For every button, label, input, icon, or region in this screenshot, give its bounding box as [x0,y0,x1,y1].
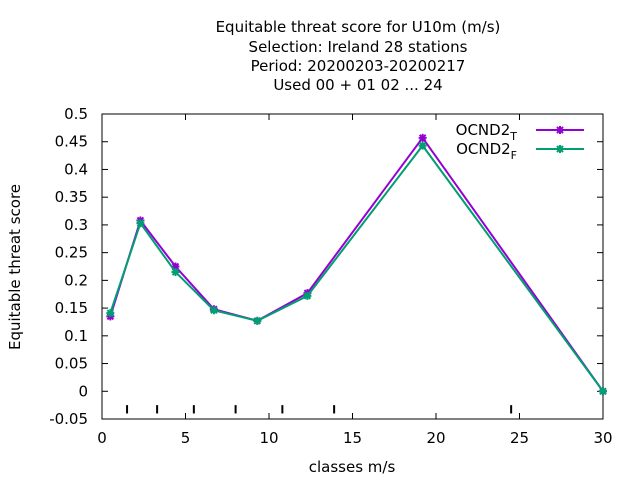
y-tick-label: 0.05 [55,355,88,373]
series-2-point [209,306,218,315]
y-tick-label: 0.5 [64,105,88,123]
y-tick-label: 0.25 [55,244,88,262]
y-tick-label: 0.3 [64,216,88,234]
legend-entry-2-label: OCND2F [456,140,517,162]
y-axis: -0.05 0 0.05 0.1 0.15 0.2 0.25 0.3 0.35 0.4 0.45 0.… [49,105,603,428]
y-tick-label: 0.15 [55,299,88,317]
class-boundary-marks [126,405,513,414]
y-tick-label: 0.1 [64,327,88,345]
x-tick-label: 5 [181,429,191,447]
legend-entry-1-marker [556,126,564,134]
y-tick-label: 0.4 [64,160,88,178]
x-axis: 0 5 10 15 20 25 30 [97,114,613,447]
series-2-point [303,291,312,300]
series-line-1 [109,136,604,392]
x-axis-label: classes m/s [309,458,396,476]
x-tick-label: 15 [343,429,362,447]
series-2-point [599,387,607,396]
x-tick-label: 0 [97,429,107,447]
title-line-2: Selection: Ireland 28 stations [249,38,468,56]
series-1-point [418,133,427,142]
series-2-point [171,268,180,277]
y-tick-label: 0 [78,382,88,400]
series-2-point [136,219,145,228]
x-tick-label: 20 [426,429,445,447]
series-layer [106,133,607,396]
series-2-point [106,309,115,318]
legend-entry-1-label: OCND2T [456,121,518,143]
legend-entry-2-marker [556,145,564,153]
title-line-1: Equitable threat score for U10m (m/s) [216,18,501,36]
title-line-4: Used 00 + 01 02 ... 24 [273,76,442,94]
y-axis-label: Equitable threat score [6,184,24,350]
title-line-3: Period: 20200203-20200217 [251,57,466,75]
y-tick-label: -0.05 [49,410,88,428]
series-2-point [418,141,427,150]
y-tick-label: 0.45 [55,133,88,151]
y-tick-label: 0.35 [55,188,88,206]
chart-title: Equitable threat score for U10m (m/s) Se… [216,18,501,94]
x-tick-label: 30 [593,429,612,447]
y-tick-label: 0.2 [64,271,88,289]
x-tick-label: 10 [259,429,278,447]
series-line-2 [109,143,604,392]
x-tick-label: 25 [510,429,529,447]
series-2-point [253,316,262,325]
